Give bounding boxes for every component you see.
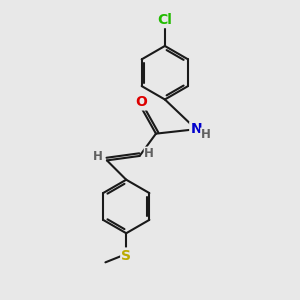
- Text: N: N: [190, 122, 202, 136]
- Text: H: H: [93, 150, 103, 163]
- Text: S: S: [121, 248, 131, 262]
- Text: H: H: [144, 147, 154, 160]
- Text: O: O: [135, 95, 147, 110]
- Text: H: H: [201, 128, 211, 141]
- Text: Cl: Cl: [158, 13, 172, 27]
